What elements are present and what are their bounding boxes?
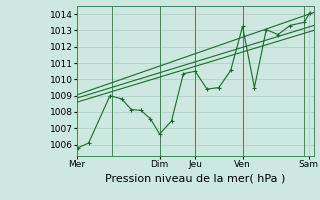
X-axis label: Pression niveau de la mer( hPa ): Pression niveau de la mer( hPa ) (105, 173, 285, 183)
